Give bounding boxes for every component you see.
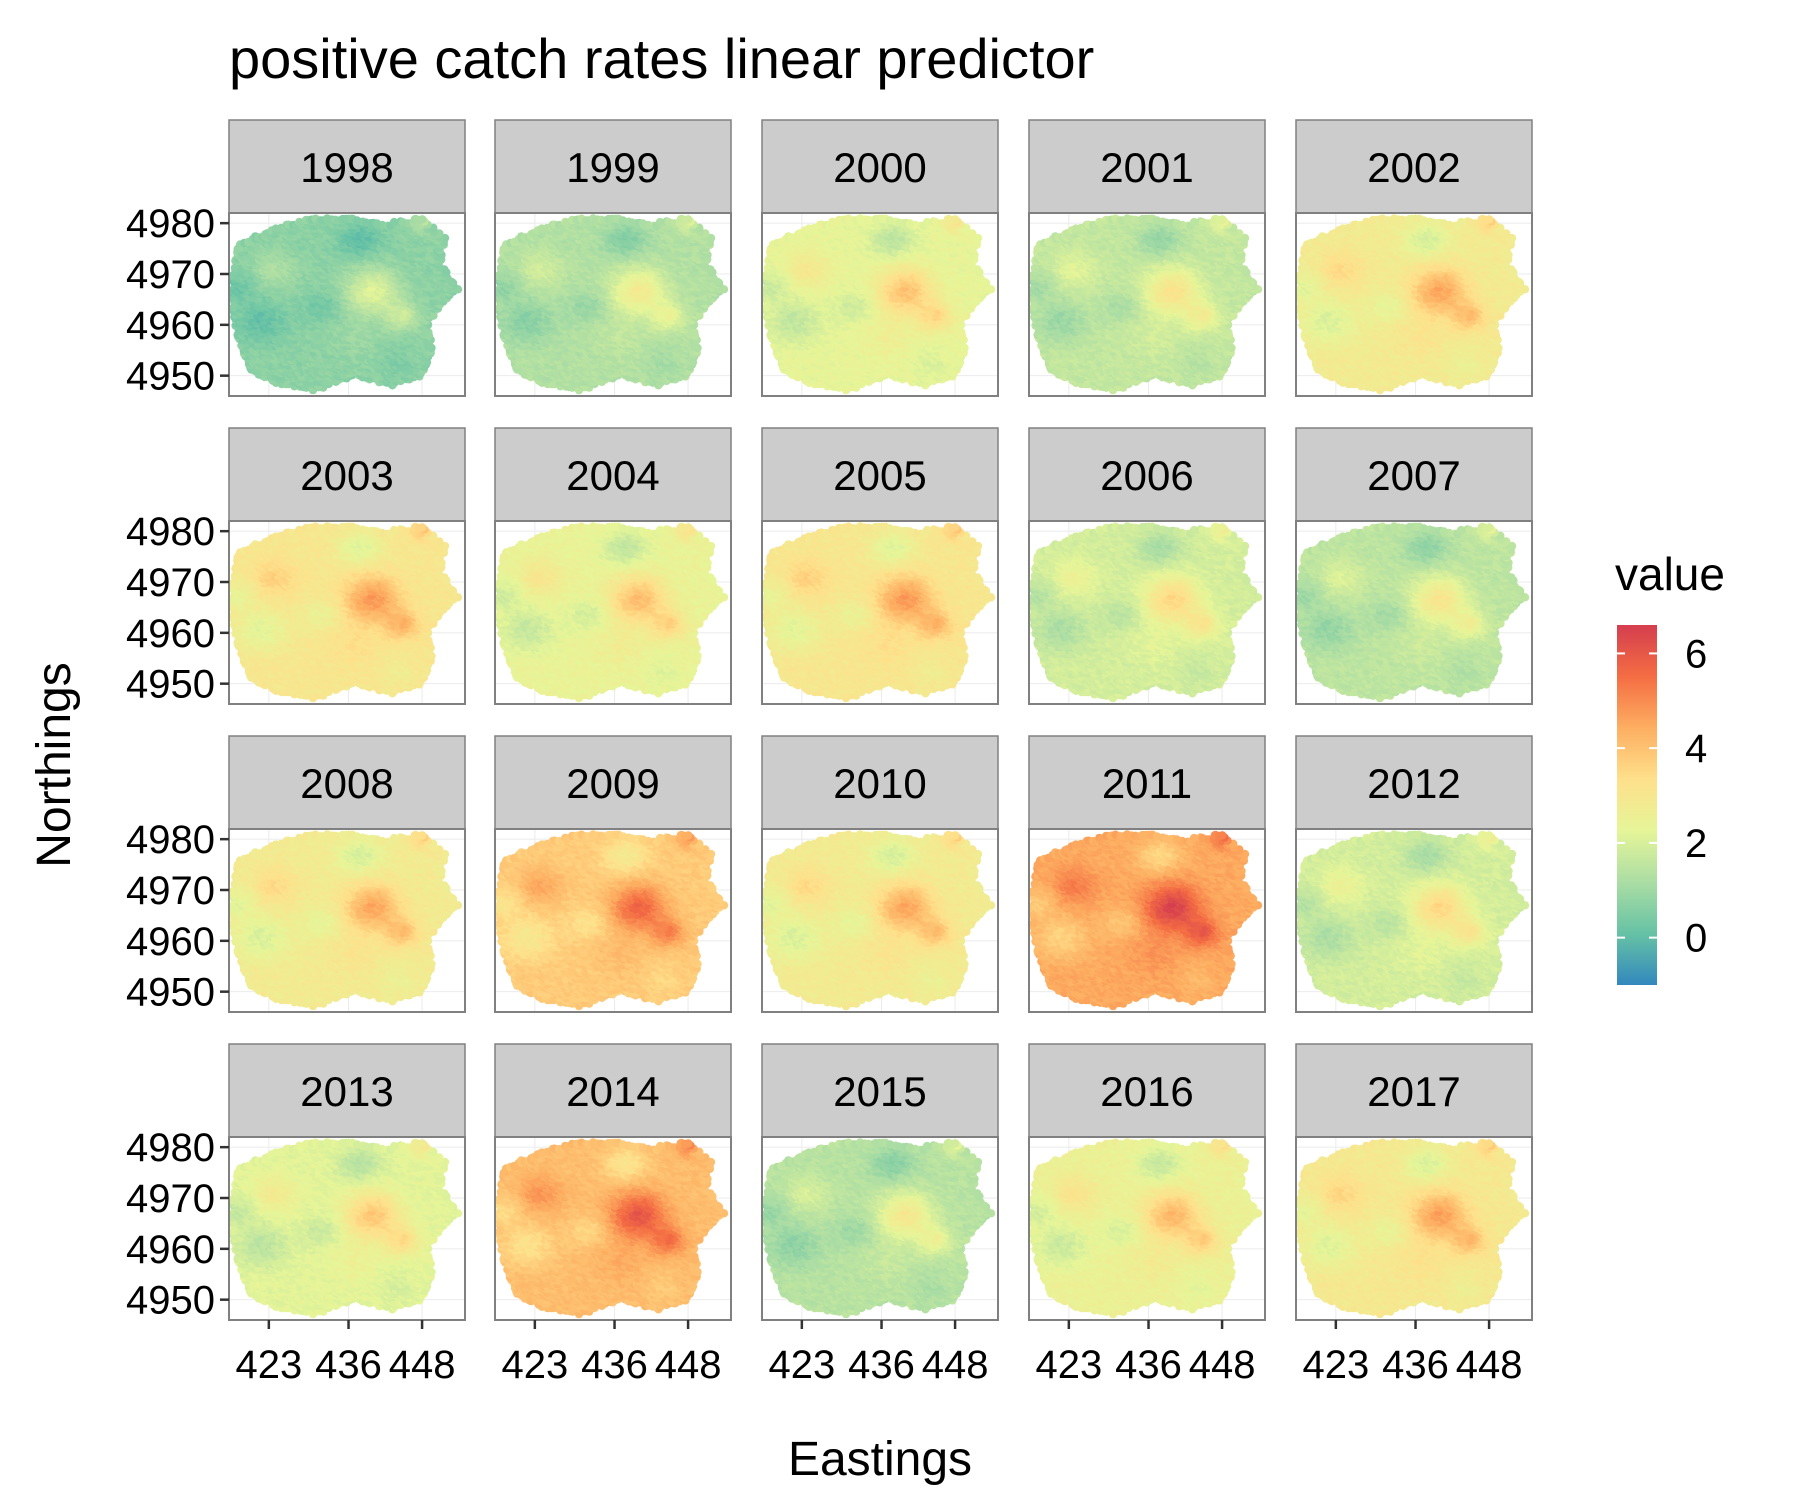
x-axis-label: Eastings <box>788 1433 972 1486</box>
y-axis-label: Northings <box>28 662 81 867</box>
chart-title: positive catch rates linear predictor <box>229 27 1094 90</box>
facet-strip-label: 1998 <box>300 144 393 191</box>
facet-points <box>228 214 462 394</box>
